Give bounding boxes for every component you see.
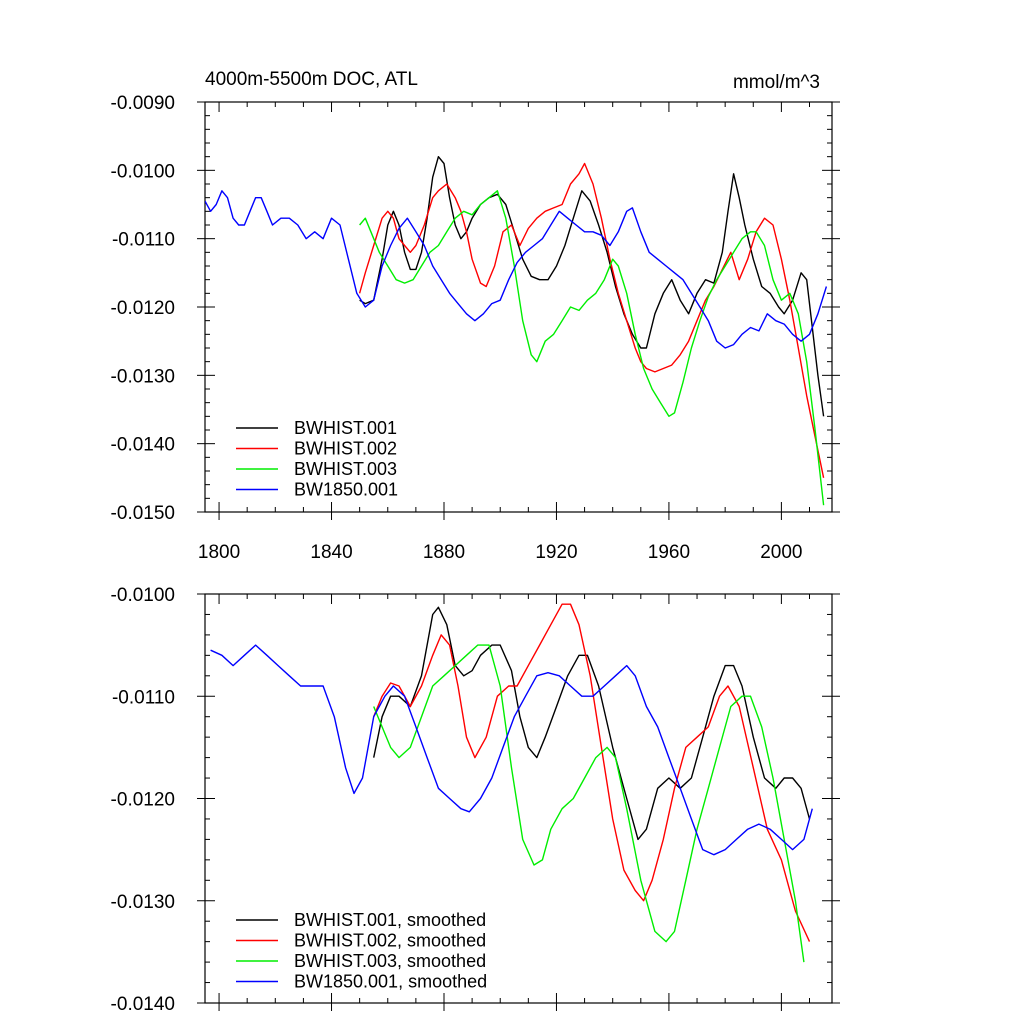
x-tick-label: 1880: [423, 542, 465, 563]
legend-label: BW1850.001: [294, 480, 398, 500]
y-tick-label: -0.0130: [111, 892, 175, 913]
y-tick-label: -0.0130: [111, 366, 175, 387]
y-tick-label: -0.0140: [111, 435, 175, 456]
series-line-4: [210, 644, 813, 856]
top-panel-units: mmol/m^3: [733, 72, 820, 93]
y-tick-label: -0.0150: [111, 503, 175, 524]
legend-label: BWHIST.002: [294, 439, 397, 459]
series-group: [205, 156, 828, 506]
x-tick-label: 1800: [198, 542, 240, 563]
series-line-2: [373, 603, 811, 942]
series-line-1: [373, 606, 811, 841]
legend-label: BWHIST.001: [294, 418, 397, 438]
legend-label: BWHIST.003, smoothed: [294, 951, 486, 971]
y-tick-label: -0.0100: [111, 161, 175, 182]
y-tick-label: -0.0100: [111, 585, 175, 606]
y-tick-label: -0.0120: [111, 790, 175, 811]
y-tick-label: -0.0110: [112, 230, 175, 251]
top-panel: 4000m-5500m DOC, ATL mmol/m^3 1800 1840 18…: [111, 69, 840, 563]
legend-label: BWHIST.003: [294, 459, 397, 479]
x-tick-label: 1920: [535, 542, 577, 563]
x-tick-label: 1960: [648, 542, 690, 563]
x-tick-label: 2000: [760, 542, 802, 563]
series-line-1: [359, 156, 825, 417]
series-line-3: [373, 644, 805, 963]
y-tick-label: -0.0140: [111, 994, 175, 1015]
bottom-panel: -0.0100 -0.0110 -0.0120 -0.0130 -0.0140 BWHIS…: [111, 585, 840, 1015]
series-line-4: [205, 190, 828, 349]
y-tick-label: -0.0110: [112, 687, 175, 708]
y-tick-label: -0.0120: [111, 298, 175, 319]
x-tick-label: 1840: [310, 542, 352, 563]
series-group: [210, 603, 813, 963]
top-panel-title: 4000m-5500m DOC, ATL: [205, 69, 418, 90]
y-tick-label: -0.0090: [111, 93, 175, 114]
legend-label: BWHIST.001, smoothed: [294, 910, 486, 930]
legend-label: BWHIST.002, smoothed: [294, 931, 486, 951]
series-line-2: [358, 162, 825, 478]
legend-label: BW1850.001, smoothed: [294, 972, 487, 992]
series-line-3: [359, 190, 825, 506]
